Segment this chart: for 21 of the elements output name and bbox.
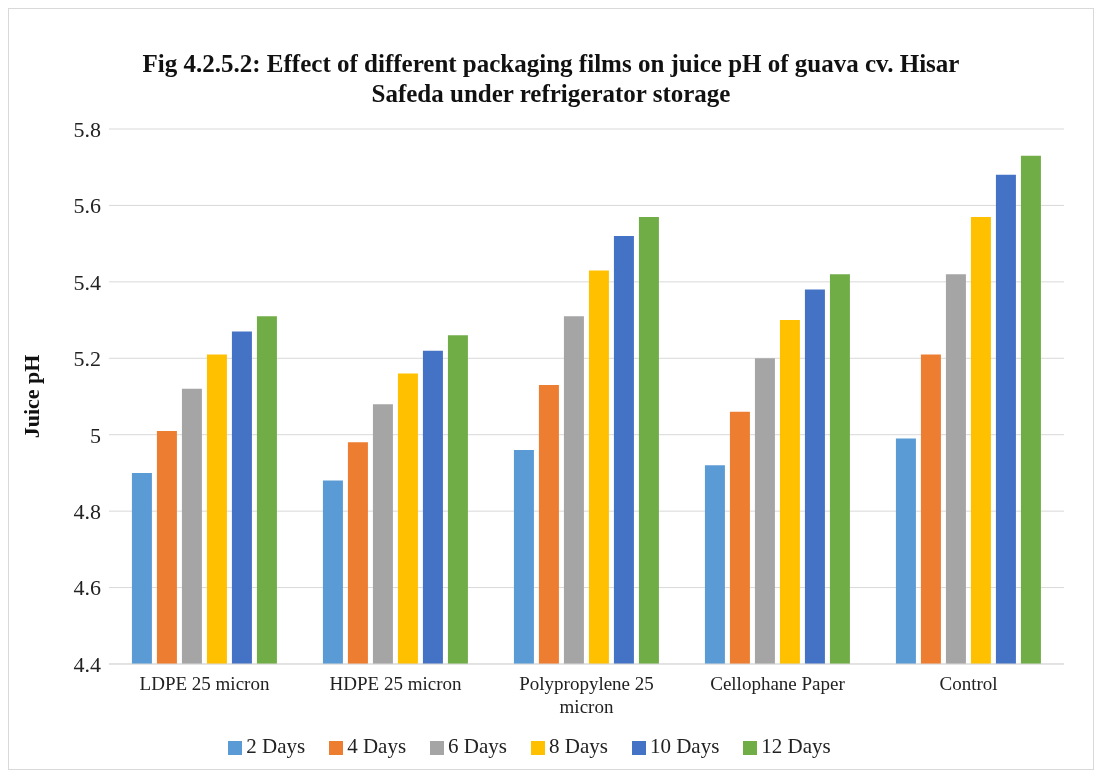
x-tick-label: LDPE 25 micron (139, 673, 270, 694)
legend-label: 12 Days (761, 734, 831, 758)
y-tick-label: 5.4 (73, 269, 101, 295)
legend-label: 6 Days (448, 734, 507, 758)
chart-title: Fig 4.2.5.2: Effect of different packaging films on juice pH of guava cv. Hisar Safeda under refrigerator storage (141, 49, 961, 109)
y-tick-label: 4.8 (73, 498, 101, 524)
legend-label: 10 Days (649, 734, 720, 758)
legend-label: 4 Days (347, 734, 407, 758)
y-tick-label: 5.2 (73, 346, 101, 372)
y-axis-title: Juice pH (18, 354, 44, 439)
y-tick-label: 5.6 (73, 193, 101, 219)
x-tick-label: Control (939, 673, 998, 694)
y-tick-label: 5 (90, 422, 101, 448)
x-tick-label: Cellophane Paper (710, 673, 846, 694)
y-tick-label: 4.6 (73, 575, 101, 601)
y-tick-label: 5.8 (73, 116, 101, 142)
x-tick-label: Polypropylene 25 micron (519, 673, 654, 717)
y-tick-label: 4.4 (73, 651, 101, 677)
x-tick-label: HDPE 25 micron (329, 673, 462, 694)
legend-label: 8 Days (549, 734, 608, 758)
legend-label: 2 Days (246, 734, 306, 758)
